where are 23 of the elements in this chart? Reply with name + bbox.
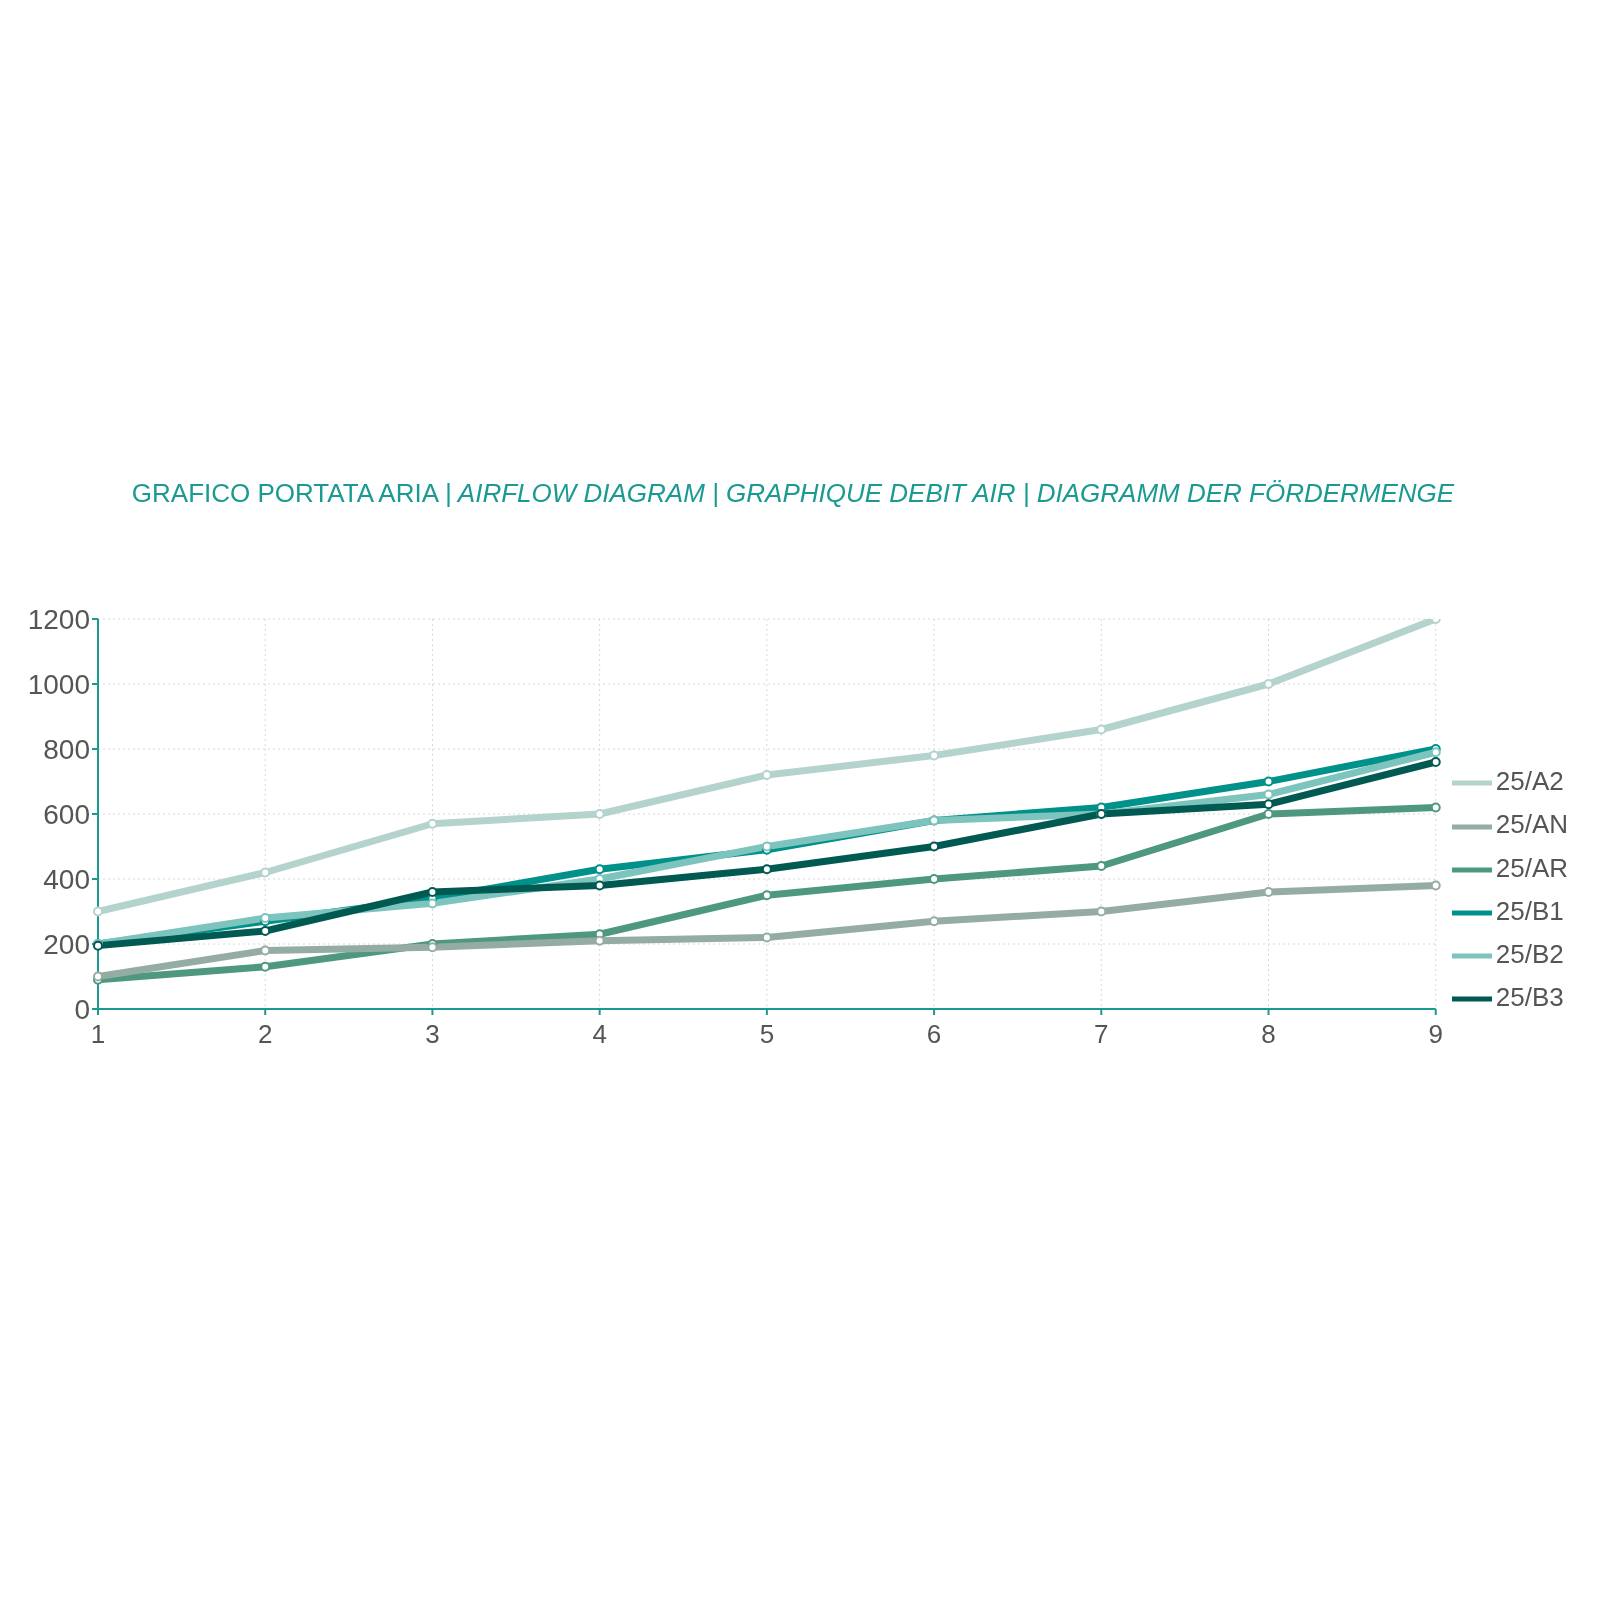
legend-label: 25/B3: [1495, 981, 1564, 1012]
y-tick-label: 1000: [27, 668, 90, 700]
x-tick-label: 6: [926, 1019, 942, 1050]
y-tick-label: 600: [43, 798, 90, 830]
legend-label: 25/B2: [1495, 938, 1564, 969]
x-tick-label: 3: [425, 1019, 440, 1050]
x-tick-label: 9: [1428, 1019, 1443, 1050]
x-tick-label: 4: [592, 1019, 607, 1050]
legend-label: 25/B1: [1495, 895, 1564, 926]
y-tick-label: 800: [43, 733, 90, 765]
y-tick-label: 200: [43, 928, 90, 960]
x-tick-label: 2: [257, 1019, 273, 1050]
x-tick-label: 5: [759, 1019, 775, 1050]
legend-label: 25/AR: [1495, 852, 1568, 883]
x-tick-label: 8: [1261, 1019, 1276, 1050]
legend-label: 25/A2: [1495, 766, 1564, 797]
chart-title: GRAFICO PORTATA ARIA | AIRFLOW DIAGRAM | GRAPHIQUE DEBIT AIR | DIAGRAMM DER FÖRDERMENGE: [131, 478, 1455, 508]
y-tick-label: 0: [74, 993, 90, 1025]
x-tick-label: 7: [1094, 1019, 1109, 1050]
y-tick-label: 1200: [27, 603, 90, 635]
y-tick-label: 400: [43, 863, 90, 895]
x-tick-label: 1: [90, 1019, 106, 1050]
legend-label: 25/AN: [1495, 809, 1568, 840]
